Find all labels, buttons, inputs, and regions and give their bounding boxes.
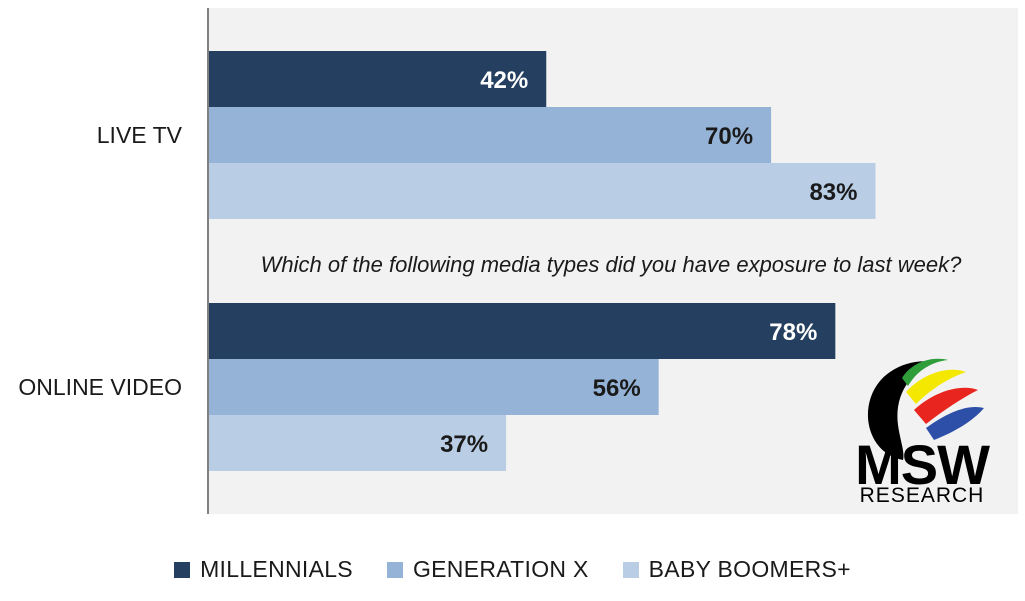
bar-value-label: 56% bbox=[593, 375, 641, 402]
bar-value-label: 37% bbox=[440, 431, 488, 458]
legend-label: BABY BOOMERS+ bbox=[648, 556, 851, 582]
bar bbox=[209, 415, 507, 471]
legend-item: GENERATION X bbox=[386, 556, 589, 583]
chart-annotation: Which of the following media types did y… bbox=[261, 252, 962, 277]
logo-swoosh-red bbox=[914, 387, 978, 424]
bar bbox=[209, 359, 659, 415]
legend-item: MILLENNIALS bbox=[174, 556, 353, 583]
legend-swatch bbox=[386, 561, 403, 578]
bars-layer: 42% 70% 83% 78% 56% 37% bbox=[209, 51, 876, 471]
bar-value-label: 70% bbox=[705, 123, 753, 150]
legend-label: MILLENNIALS bbox=[200, 556, 353, 582]
category-label: ONLINE VIDEO bbox=[18, 374, 182, 400]
bar bbox=[209, 107, 772, 163]
logo-swoosh-yellow bbox=[906, 369, 966, 404]
legend-swatch bbox=[174, 561, 191, 578]
logo-text-main: MSW bbox=[855, 433, 990, 496]
chart-legend: MILLENNIALS GENERATION X BABY BOOMERS+ bbox=[0, 556, 1025, 583]
bar bbox=[209, 163, 876, 219]
legend-item: BABY BOOMERS+ bbox=[622, 556, 851, 583]
logo-ring-black bbox=[867, 361, 935, 460]
logo-text-sub: RESEARCH bbox=[860, 484, 985, 507]
msw-research-logo: MSW RESEARCH bbox=[855, 358, 991, 507]
bar bbox=[209, 51, 547, 107]
category-label: LIVE TV bbox=[97, 122, 183, 148]
legend-swatch bbox=[622, 561, 639, 578]
bar-value-label: 42% bbox=[480, 67, 528, 94]
bar-value-label: 83% bbox=[809, 179, 857, 206]
bar bbox=[209, 303, 836, 359]
category-labels: LIVE TV ONLINE VIDEO bbox=[18, 122, 182, 400]
bar-value-label: 78% bbox=[769, 319, 817, 346]
logo-swoosh-green bbox=[902, 358, 948, 386]
legend-label: GENERATION X bbox=[412, 556, 589, 582]
logo-swoosh-blue bbox=[926, 406, 984, 440]
